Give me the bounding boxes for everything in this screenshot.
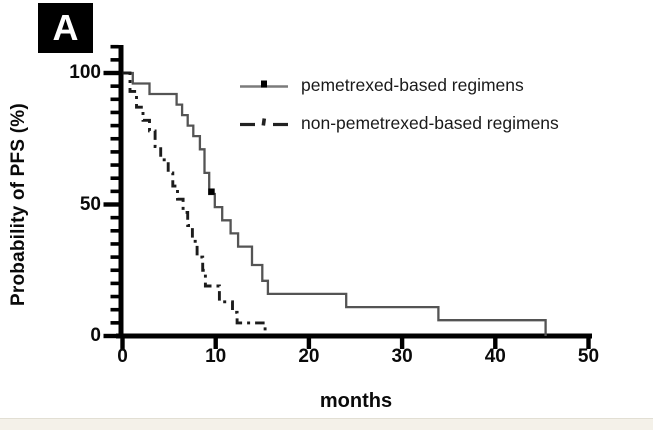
solid-line-with-censor-tick-icon — [240, 80, 288, 88]
y-minor-tick — [110, 176, 119, 180]
x-tick-label: 50 — [577, 346, 600, 367]
survival-curves — [122, 71, 547, 336]
y-minor-tick — [110, 136, 119, 141]
x-axis-line — [116, 333, 592, 339]
y-minor-tick — [110, 229, 119, 233]
y-minor-tick — [110, 268, 119, 273]
y-major-tick — [103, 333, 119, 339]
x-tick-label: 0 — [117, 346, 128, 367]
legend: pemetrexed-based regimens non-pemetrexed… — [240, 66, 559, 142]
y-minor-tick — [110, 44, 119, 49]
x-tick-label: 40 — [484, 346, 506, 367]
y-tick-label: 50 — [79, 193, 101, 215]
x-major-tick — [120, 338, 125, 349]
y-minor-tick — [110, 321, 119, 325]
y-axis-line — [118, 45, 124, 339]
legend-entry-non-pemetrexed: non-pemetrexed-based regimens — [240, 104, 559, 142]
y-minor-tick — [110, 110, 119, 115]
x-major-tick — [399, 338, 405, 349]
censor-mark — [208, 188, 215, 195]
y-minor-tick — [110, 242, 119, 246]
x-axis-title: months — [319, 390, 393, 412]
y-minor-tick — [110, 307, 119, 312]
y-minor-tick — [110, 123, 119, 128]
panel-label-badge: A — [38, 3, 93, 53]
y-minor-tick — [110, 150, 119, 154]
axes — [103, 44, 592, 349]
y-minor-tick — [110, 84, 119, 88]
legend-entry-pemetrexed: pemetrexed-based regimens — [240, 66, 559, 104]
y-major-tick — [103, 202, 119, 207]
dash-dot-line-icon — [240, 118, 288, 127]
y-minor-tick — [110, 255, 119, 259]
y-tick-label: 0 — [90, 325, 101, 346]
x-tick-label: 10 — [205, 346, 227, 367]
x-major-tick — [493, 338, 498, 349]
series-curve-non-pemetrexed — [122, 71, 267, 333]
series-curve-pemetrexed — [122, 71, 547, 336]
x-major-tick — [213, 338, 218, 349]
y-axis-title: Probability of PFS (%) — [8, 103, 29, 306]
y-major-tick — [103, 70, 119, 76]
x-major-tick — [586, 338, 591, 349]
legend-label: pemetrexed-based regimens — [301, 74, 524, 95]
y-minor-tick — [110, 281, 119, 286]
y-tick-label: 100 — [69, 62, 101, 83]
y-minor-tick — [110, 189, 119, 194]
y-minor-tick — [110, 215, 119, 220]
x-tick-label: 30 — [391, 346, 413, 367]
y-minor-tick — [110, 97, 119, 102]
x-tick-label: 20 — [298, 346, 320, 367]
legend-label: non-pemetrexed-based regimens — [301, 112, 559, 133]
x-major-tick — [306, 338, 312, 349]
y-minor-tick — [110, 294, 119, 299]
page-footer-strip — [0, 418, 653, 430]
y-minor-tick — [110, 163, 119, 167]
y-minor-tick — [110, 58, 119, 62]
